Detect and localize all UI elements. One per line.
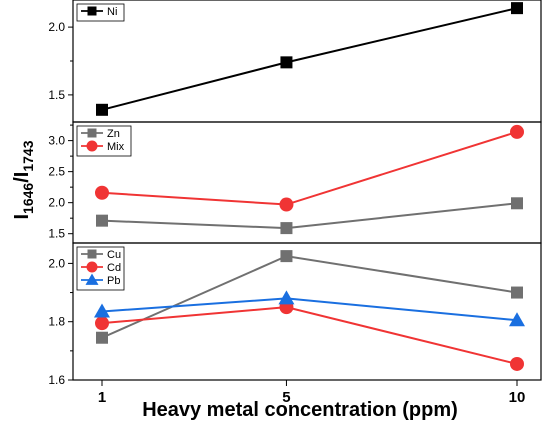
y-tick-label: 1.5 [48,88,65,102]
legend-label-cu: Cu [107,249,121,261]
legend-marker-mix [86,140,98,152]
y-axis-title-sub1: 1646 [20,183,36,214]
legend-marker-pb [85,273,99,285]
data-point-ni [96,103,108,116]
legend-box [76,125,132,157]
y-tick-label: 2.0 [48,20,65,34]
x-tick-label: 5 [282,389,290,406]
data-point-mix [95,185,109,200]
data-point-zn [96,214,108,227]
y-axis-title-main: I [11,214,33,220]
data-point-cu [280,250,293,263]
panel-1: 1.5 2.0 Ni [48,0,542,123]
data-point-cu [96,331,108,344]
data-point-pb [278,290,295,305]
x-axis-title: Heavy metal concentration (ppm) [142,399,458,421]
legend-marker-zn [87,128,97,138]
data-point-zn [511,197,523,210]
series-line-zn [101,202,518,230]
y-axis-title-sub2: 1743 [20,140,36,171]
y-tick-label: 2.0 [48,196,65,210]
data-point-pb [509,312,525,327]
series-line-ni [101,7,518,111]
data-point-mix [279,197,294,212]
x-axis: 1 5 10 [98,380,526,406]
x-tick-label: 10 [509,389,526,406]
y-tick-label: 2.0 [48,256,65,270]
y-tick-label: 1.8 [48,315,65,329]
series-line-cu [101,255,518,339]
y-tick-label: 1.6 [48,373,65,387]
legend-label-ni: Ni [107,6,117,18]
data-point-pb [94,303,110,318]
panel-2-frame [72,121,542,244]
legend-label-mix: Mix [107,141,125,153]
y-axis-title-sep: /I [11,172,33,183]
legend-marker-cu [87,249,97,259]
data-point-zn [280,222,293,235]
series-line-mix [101,130,518,206]
data-point-cd [510,356,524,371]
y-tick-label: 2.5 [48,165,65,179]
legend-label-cd: Cd [107,262,121,274]
data-point-ni [511,2,523,15]
panel-3-frame [72,242,542,381]
y-tick-label: 1.5 [48,227,65,241]
legend-marker-ni [87,6,97,16]
series-line-cd [101,306,518,365]
y-tick-label: 3.0 [48,134,65,148]
legend-marker-cd [86,261,98,273]
legend-label-zn: Zn [107,128,120,140]
legend-label-pb: Pb [107,275,120,287]
data-point-mix [510,124,524,139]
data-point-ni [280,56,293,69]
y-axis-title: I1646/I1743 [11,140,36,219]
panel-1-legend: Ni [76,3,125,22]
x-tick-label: 1 [98,389,106,406]
data-point-cu [511,286,523,299]
data-point-cd [95,316,109,331]
